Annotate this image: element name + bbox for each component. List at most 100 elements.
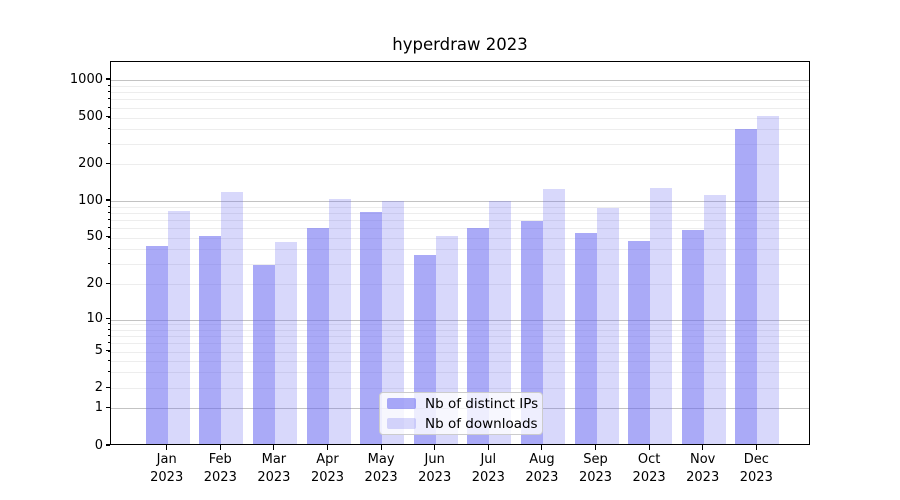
y-tick bbox=[105, 406, 110, 408]
x-tick-label: Jan 2023 bbox=[150, 452, 184, 485]
y-minor-tick bbox=[107, 323, 110, 325]
gridline-minor bbox=[111, 329, 809, 331]
bar-downloads-feb-2023 bbox=[221, 191, 244, 444]
x-tick bbox=[273, 445, 275, 450]
gridline-minor bbox=[111, 206, 809, 208]
gridline-minor bbox=[111, 360, 809, 362]
gridline-minor bbox=[111, 228, 809, 229]
y-minor-tick bbox=[107, 84, 110, 86]
y-minor-tick bbox=[107, 387, 110, 389]
bar-distinct-ips-sep-2023 bbox=[574, 232, 597, 444]
gridline-minor bbox=[111, 284, 809, 286]
gridline-minor bbox=[111, 263, 809, 265]
plot-area: Nb of distinct IPs Nb of downloads bbox=[110, 61, 810, 445]
y-tick-label: 0 bbox=[94, 437, 103, 453]
gridline-minor bbox=[111, 107, 809, 109]
y-minor-tick bbox=[107, 359, 110, 361]
gridline-minor bbox=[111, 372, 809, 374]
x-tick bbox=[434, 445, 436, 450]
gridline-minor bbox=[111, 143, 809, 145]
chart-title: hyperdraw 2023 bbox=[392, 35, 528, 54]
y-tick bbox=[105, 78, 110, 80]
y-tick-label: 10 bbox=[86, 311, 103, 326]
bar-distinct-ips-feb-2023 bbox=[199, 235, 222, 444]
gridline-minor bbox=[111, 92, 809, 94]
y-tick-label: 100 bbox=[78, 192, 103, 208]
y-minor-tick bbox=[107, 335, 110, 337]
gridline-minor bbox=[111, 164, 809, 166]
bar-distinct-ips-nov-2023 bbox=[681, 229, 704, 444]
x-tick-label: Jun 2023 bbox=[418, 452, 452, 485]
x-tick bbox=[594, 445, 597, 450]
x-tick bbox=[541, 445, 543, 450]
bar-downloads-sep-2023 bbox=[596, 208, 619, 444]
gridline-minor bbox=[111, 85, 809, 87]
legend-item-downloads: Nb of downloads bbox=[387, 415, 542, 432]
y-tick-label: 50 bbox=[86, 229, 103, 245]
y-minor-tick bbox=[107, 342, 110, 344]
y-tick bbox=[105, 199, 110, 201]
x-tick-label: Feb 2023 bbox=[203, 452, 237, 485]
y-minor-tick bbox=[107, 106, 110, 108]
y-tick-label: 200 bbox=[78, 155, 103, 171]
x-tick bbox=[487, 445, 489, 450]
x-tick-label: Nov 2023 bbox=[686, 452, 720, 485]
y-tick bbox=[105, 317, 110, 320]
gridline-minor bbox=[111, 219, 809, 221]
x-tick-label: Apr 2023 bbox=[310, 452, 345, 485]
x-tick-label: Mar 2023 bbox=[257, 452, 291, 485]
y-tick bbox=[105, 162, 110, 164]
bar-distinct-ips-apr-2023 bbox=[306, 227, 329, 444]
legend: Nb of distinct IPs Nb of downloads bbox=[379, 392, 543, 435]
y-minor-tick bbox=[107, 262, 110, 264]
bar-downloads-apr-2023 bbox=[328, 199, 351, 444]
bar-distinct-ips-jul-2023 bbox=[467, 227, 490, 444]
bar-downloads-may-2023 bbox=[382, 201, 405, 444]
gridline-minor bbox=[111, 237, 809, 239]
y-minor-tick bbox=[107, 211, 110, 213]
bar-downloads-nov-2023 bbox=[703, 194, 726, 444]
y-minor-tick bbox=[107, 350, 110, 352]
y-minor-tick bbox=[107, 91, 110, 93]
x-tick bbox=[326, 445, 329, 450]
y-tick bbox=[105, 282, 110, 284]
bar-distinct-ips-aug-2023 bbox=[520, 221, 543, 444]
x-tick bbox=[166, 445, 168, 450]
x-tick-label: Jul 2023 bbox=[471, 452, 505, 485]
x-tick bbox=[755, 445, 757, 450]
y-minor-tick bbox=[107, 218, 110, 220]
y-tick-label: 1000 bbox=[69, 71, 103, 87]
gridline-minor bbox=[111, 388, 809, 390]
x-tick-label: Dec 2023 bbox=[739, 452, 773, 485]
gridline-minor bbox=[111, 343, 809, 345]
gridline-minor bbox=[111, 212, 809, 214]
x-tick-label: Oct 2023 bbox=[632, 452, 666, 485]
gridline-minor bbox=[111, 249, 809, 250]
y-minor-tick bbox=[107, 98, 110, 100]
bar-downloads-jun-2023 bbox=[435, 235, 458, 444]
y-minor-tick bbox=[107, 128, 110, 129]
y-minor-tick bbox=[107, 227, 110, 228]
x-tick bbox=[702, 445, 704, 450]
x-tick bbox=[219, 445, 221, 450]
bar-downloads-jan-2023 bbox=[167, 210, 190, 444]
legend-item-distinct-ips: Nb of distinct IPs bbox=[387, 395, 542, 412]
y-tick-label: 2 bbox=[94, 379, 103, 395]
bar-distinct-ips-may-2023 bbox=[360, 212, 383, 444]
gridline-minor bbox=[111, 99, 809, 101]
bar-downloads-aug-2023 bbox=[542, 189, 565, 444]
y-minor-tick bbox=[107, 328, 110, 330]
y-tick-label: 500 bbox=[78, 109, 103, 125]
legend-label-distinct-ips: Nb of distinct IPs bbox=[425, 395, 539, 412]
x-tick-label: May 2023 bbox=[364, 452, 398, 485]
gridline-major bbox=[111, 201, 809, 202]
bar-distinct-ips-jan-2023 bbox=[145, 245, 168, 444]
y-tick-label: 5 bbox=[94, 343, 103, 359]
bar-distinct-ips-mar-2023 bbox=[252, 265, 275, 444]
legend-label-downloads: Nb of downloads bbox=[425, 415, 538, 432]
y-minor-tick bbox=[107, 142, 110, 144]
y-tick-label: 1 bbox=[94, 399, 103, 415]
x-tick bbox=[380, 445, 382, 450]
gridline-major bbox=[111, 319, 809, 321]
